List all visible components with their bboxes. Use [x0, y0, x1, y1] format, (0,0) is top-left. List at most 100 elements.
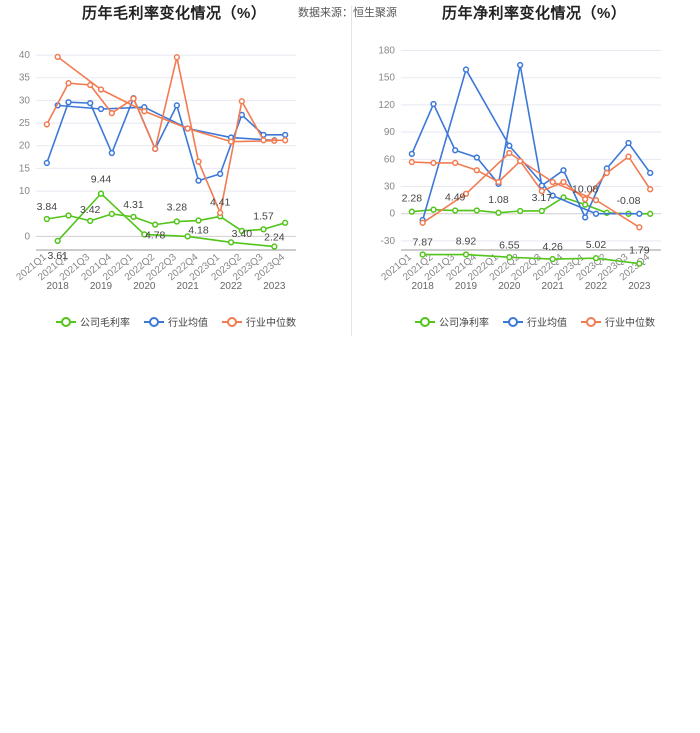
data-point[interactable]: [647, 169, 654, 177]
data-point[interactable]: [260, 137, 267, 144]
legend-label-industry-median: 行业中位数: [605, 318, 655, 329]
data-point[interactable]: [549, 192, 556, 199]
data-point[interactable]: [430, 159, 437, 167]
data-point[interactable]: [462, 66, 470, 73]
data-point[interactable]: [473, 154, 480, 161]
data-point[interactable]: [282, 137, 289, 144]
data-point[interactable]: [141, 231, 148, 238]
data-point[interactable]: [495, 209, 502, 216]
data-point[interactable]: [473, 167, 480, 174]
data-point[interactable]: [195, 177, 202, 184]
data-point[interactable]: [506, 142, 513, 149]
data-point[interactable]: [108, 210, 115, 218]
data-point[interactable]: [54, 53, 61, 61]
data-point[interactable]: [419, 251, 426, 258]
data-point[interactable]: [636, 210, 643, 217]
data-point[interactable]: [130, 95, 137, 102]
data-point[interactable]: [582, 201, 589, 208]
y-tick-label: 25: [19, 118, 31, 129]
data-point[interactable]: [282, 219, 289, 226]
data-point[interactable]: [549, 255, 556, 263]
data-point[interactable]: [238, 98, 245, 105]
data-point[interactable]: [227, 138, 235, 145]
data-point[interactable]: [647, 210, 654, 217]
legend-item-industry-mean[interactable]: 行业均值: [503, 314, 567, 329]
data-point[interactable]: [538, 207, 545, 215]
data-point[interactable]: [87, 217, 94, 225]
legend-item-industry-mean[interactable]: 行业均值: [144, 314, 208, 329]
data-point[interactable]: [173, 218, 180, 225]
data-point[interactable]: [560, 167, 567, 174]
legend-item-company[interactable]: 公司毛利率: [56, 314, 130, 329]
data-point[interactable]: [582, 214, 589, 221]
data-point[interactable]: [97, 86, 105, 93]
data-point[interactable]: [495, 178, 502, 186]
series-line: [57, 192, 275, 248]
data-point[interactable]: [452, 207, 459, 214]
data-point[interactable]: [87, 99, 94, 107]
data-point[interactable]: [625, 153, 632, 160]
legend-item-industry-median[interactable]: 行业中位数: [222, 314, 296, 329]
data-point[interactable]: [462, 190, 470, 197]
data-point[interactable]: [506, 254, 513, 261]
data-point[interactable]: [647, 186, 654, 193]
data-point[interactable]: [549, 178, 556, 186]
data-point[interactable]: [65, 80, 72, 87]
data-point[interactable]: [636, 260, 643, 267]
data-point[interactable]: [238, 227, 245, 235]
data-point[interactable]: [173, 54, 180, 61]
data-point[interactable]: [462, 251, 470, 258]
data-point[interactable]: [592, 196, 600, 204]
data-point[interactable]: [452, 159, 459, 167]
data-point[interactable]: [152, 221, 159, 228]
data-point[interactable]: [195, 158, 202, 165]
data-point[interactable]: [517, 157, 524, 165]
legend-item-industry-median[interactable]: 行业中位数: [581, 314, 655, 329]
data-point[interactable]: [603, 169, 610, 177]
data-point[interactable]: [108, 109, 115, 117]
data-point[interactable]: [452, 147, 459, 154]
data-point[interactable]: [430, 206, 437, 213]
data-point[interactable]: [408, 150, 415, 158]
data-point[interactable]: [141, 108, 148, 115]
data-point[interactable]: [408, 208, 415, 215]
data-point[interactable]: [517, 207, 524, 215]
data-point[interactable]: [592, 255, 600, 262]
data-point[interactable]: [538, 187, 545, 195]
data-point[interactable]: [506, 149, 513, 157]
data-point[interactable]: [173, 102, 180, 109]
data-point[interactable]: [217, 209, 224, 216]
data-point[interactable]: [582, 196, 589, 203]
data-point[interactable]: [473, 207, 480, 214]
legend-item-company[interactable]: 公司净利率: [415, 314, 489, 329]
data-point[interactable]: [538, 182, 545, 189]
data-point[interactable]: [282, 131, 289, 139]
data-point[interactable]: [108, 149, 115, 157]
data-point[interactable]: [517, 61, 524, 69]
data-point[interactable]: [227, 239, 235, 246]
data-point[interactable]: [636, 224, 643, 231]
data-point[interactable]: [152, 145, 159, 153]
data-point[interactable]: [560, 178, 567, 186]
data-point[interactable]: [195, 217, 202, 224]
data-point[interactable]: [184, 125, 191, 132]
data-point[interactable]: [130, 213, 137, 221]
data-point[interactable]: [271, 243, 278, 250]
data-point[interactable]: [65, 212, 72, 219]
data-point[interactable]: [54, 237, 61, 245]
data-point[interactable]: [408, 158, 415, 166]
data-point[interactable]: [260, 226, 267, 233]
data-point[interactable]: [97, 190, 105, 197]
data-point[interactable]: [43, 121, 50, 128]
data-point[interactable]: [43, 159, 50, 167]
data-point[interactable]: [430, 100, 437, 108]
data-point[interactable]: [217, 170, 224, 177]
data-point[interactable]: [65, 99, 72, 106]
data-point[interactable]: [184, 233, 191, 240]
data-point[interactable]: [419, 219, 426, 226]
data-point[interactable]: [43, 215, 50, 223]
data-point[interactable]: [97, 105, 105, 113]
data-point[interactable]: [592, 210, 600, 217]
data-point[interactable]: [625, 139, 632, 147]
data-point[interactable]: [87, 81, 94, 89]
